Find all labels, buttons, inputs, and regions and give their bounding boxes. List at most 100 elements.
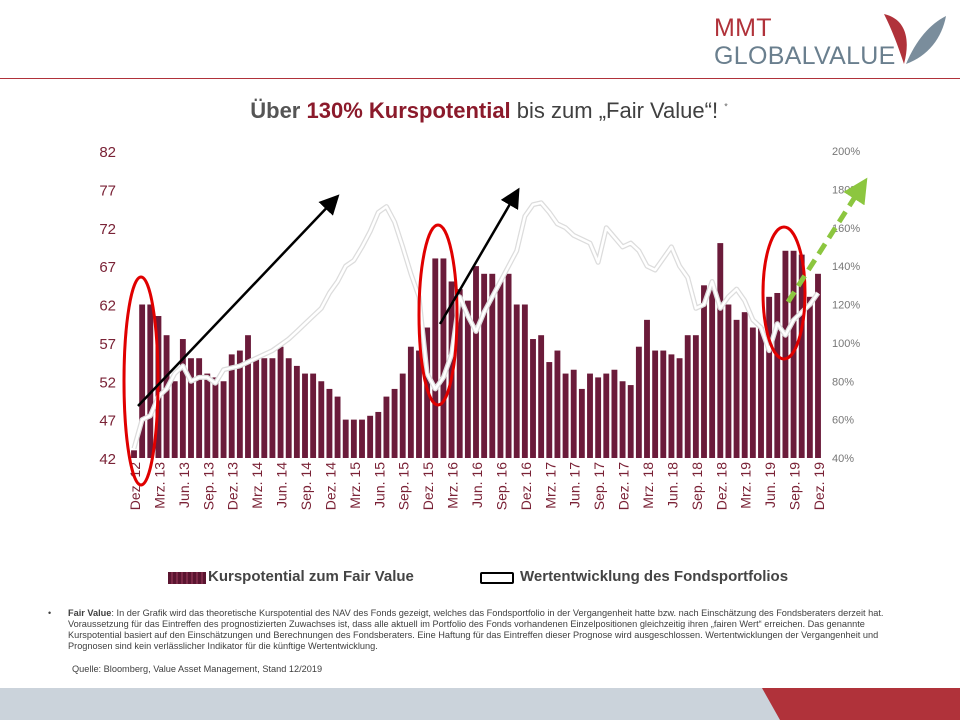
y-left-tick-label: 82	[99, 144, 116, 161]
bar	[204, 373, 211, 458]
x-tick-label: Jun. 15	[371, 462, 387, 508]
footer-accent	[762, 688, 960, 720]
bar	[692, 335, 699, 458]
bar	[530, 339, 536, 458]
bar	[627, 385, 634, 458]
x-tick-label: Jun. 16	[469, 462, 485, 508]
y-right-tick-label: 180%	[832, 184, 860, 196]
x-tick-label: Dez. 16	[518, 462, 534, 510]
legend-bars-label: Kurspotential zum Fair Value	[208, 568, 414, 585]
bar	[391, 388, 398, 458]
note-bullet: •	[48, 608, 52, 618]
bar	[179, 339, 186, 458]
header-rule	[0, 78, 960, 79]
bar	[489, 273, 496, 458]
chart-title: Über 130% Kurspotential bis zum „Fair Va…	[0, 98, 960, 124]
bar	[188, 358, 194, 458]
bar	[350, 419, 357, 458]
bar	[293, 365, 300, 458]
x-tick-label: Dez. 17	[616, 462, 632, 510]
note-label: Fair Value	[68, 608, 112, 618]
bar	[513, 304, 520, 458]
bar	[236, 350, 243, 458]
bar	[171, 381, 178, 458]
legend-line-swatch	[480, 572, 514, 584]
bar	[562, 373, 569, 458]
bar	[595, 377, 602, 458]
y-right-tick-label: 140%	[832, 261, 860, 273]
bar	[603, 373, 610, 458]
bar	[285, 358, 292, 458]
bar	[701, 285, 707, 458]
series-line	[132, 201, 820, 449]
bar	[717, 243, 724, 458]
bar	[766, 296, 773, 458]
bar	[505, 273, 512, 458]
y-left-tick-label: 77	[99, 182, 116, 199]
bar	[758, 327, 764, 458]
bar	[782, 250, 789, 458]
bar	[676, 358, 683, 458]
x-tick-label: Mrz. 14	[249, 462, 265, 509]
bar	[481, 273, 488, 458]
y-left-tick-label: 52	[99, 374, 116, 391]
x-tick-label: Mrz. 16	[445, 462, 461, 509]
bar	[741, 312, 748, 458]
bar	[302, 373, 308, 458]
bar	[212, 377, 219, 458]
bar	[407, 346, 414, 458]
bar	[546, 362, 553, 458]
x-tick-label: Mrz. 18	[640, 462, 656, 509]
x-tick-label: Sep. 19	[787, 462, 803, 510]
bar	[774, 292, 781, 458]
title-part3: bis zum „Fair Value“!	[510, 98, 719, 123]
source-note: Quelle: Bloomberg, Value Asset Managemen…	[72, 664, 323, 674]
forecast-arrow	[785, 177, 868, 304]
bar	[253, 358, 260, 458]
y-left-tick-label: 72	[99, 221, 116, 238]
title-part1: Über	[250, 98, 307, 123]
x-tick-label: Sep. 17	[591, 462, 607, 510]
bar	[261, 358, 268, 458]
bar	[497, 281, 504, 458]
y-right-tick-label: 80%	[832, 376, 854, 388]
bar	[359, 419, 365, 458]
bar	[220, 381, 227, 458]
y-right-tick-label: 60%	[832, 415, 854, 427]
logo-text: MMT GLOBALVALUE	[714, 14, 896, 70]
y-right-tick-label: 200%	[832, 146, 860, 158]
bar	[383, 396, 390, 458]
bar	[310, 373, 317, 458]
y-right-tick-label: 40%	[832, 453, 854, 465]
bar	[684, 335, 691, 458]
x-tick-label: Sep. 14	[298, 462, 314, 510]
x-tick-label: Mrz. 17	[542, 462, 558, 509]
bar	[587, 373, 593, 458]
bar	[416, 350, 422, 458]
bar	[196, 358, 203, 458]
bar	[334, 396, 341, 458]
bar	[619, 381, 626, 458]
bar	[269, 358, 276, 458]
bar	[326, 388, 333, 458]
bar	[147, 304, 154, 458]
y-right-tick-label: 120%	[832, 300, 860, 312]
x-tick-label: Sep. 16	[493, 462, 509, 510]
trend-arrow	[137, 194, 340, 407]
x-tick-label: Sep. 15	[396, 462, 412, 510]
bar	[367, 415, 374, 458]
bar	[245, 335, 251, 458]
sail-logo-icon	[884, 14, 946, 64]
y-left-tick-label: 67	[99, 259, 116, 276]
logo-line1: MMT	[714, 14, 772, 42]
bar	[464, 300, 471, 458]
highlight-ellipse	[122, 275, 160, 487]
bar	[521, 304, 528, 458]
bar	[554, 350, 561, 458]
bar	[660, 350, 667, 458]
y-right-tick-label: 160%	[832, 223, 860, 235]
x-tick-label: Jun. 18	[664, 462, 680, 508]
bar	[432, 258, 439, 458]
bar	[611, 369, 618, 458]
legend-line-label: Wertentwicklung des Fondsportfolios	[520, 568, 789, 585]
